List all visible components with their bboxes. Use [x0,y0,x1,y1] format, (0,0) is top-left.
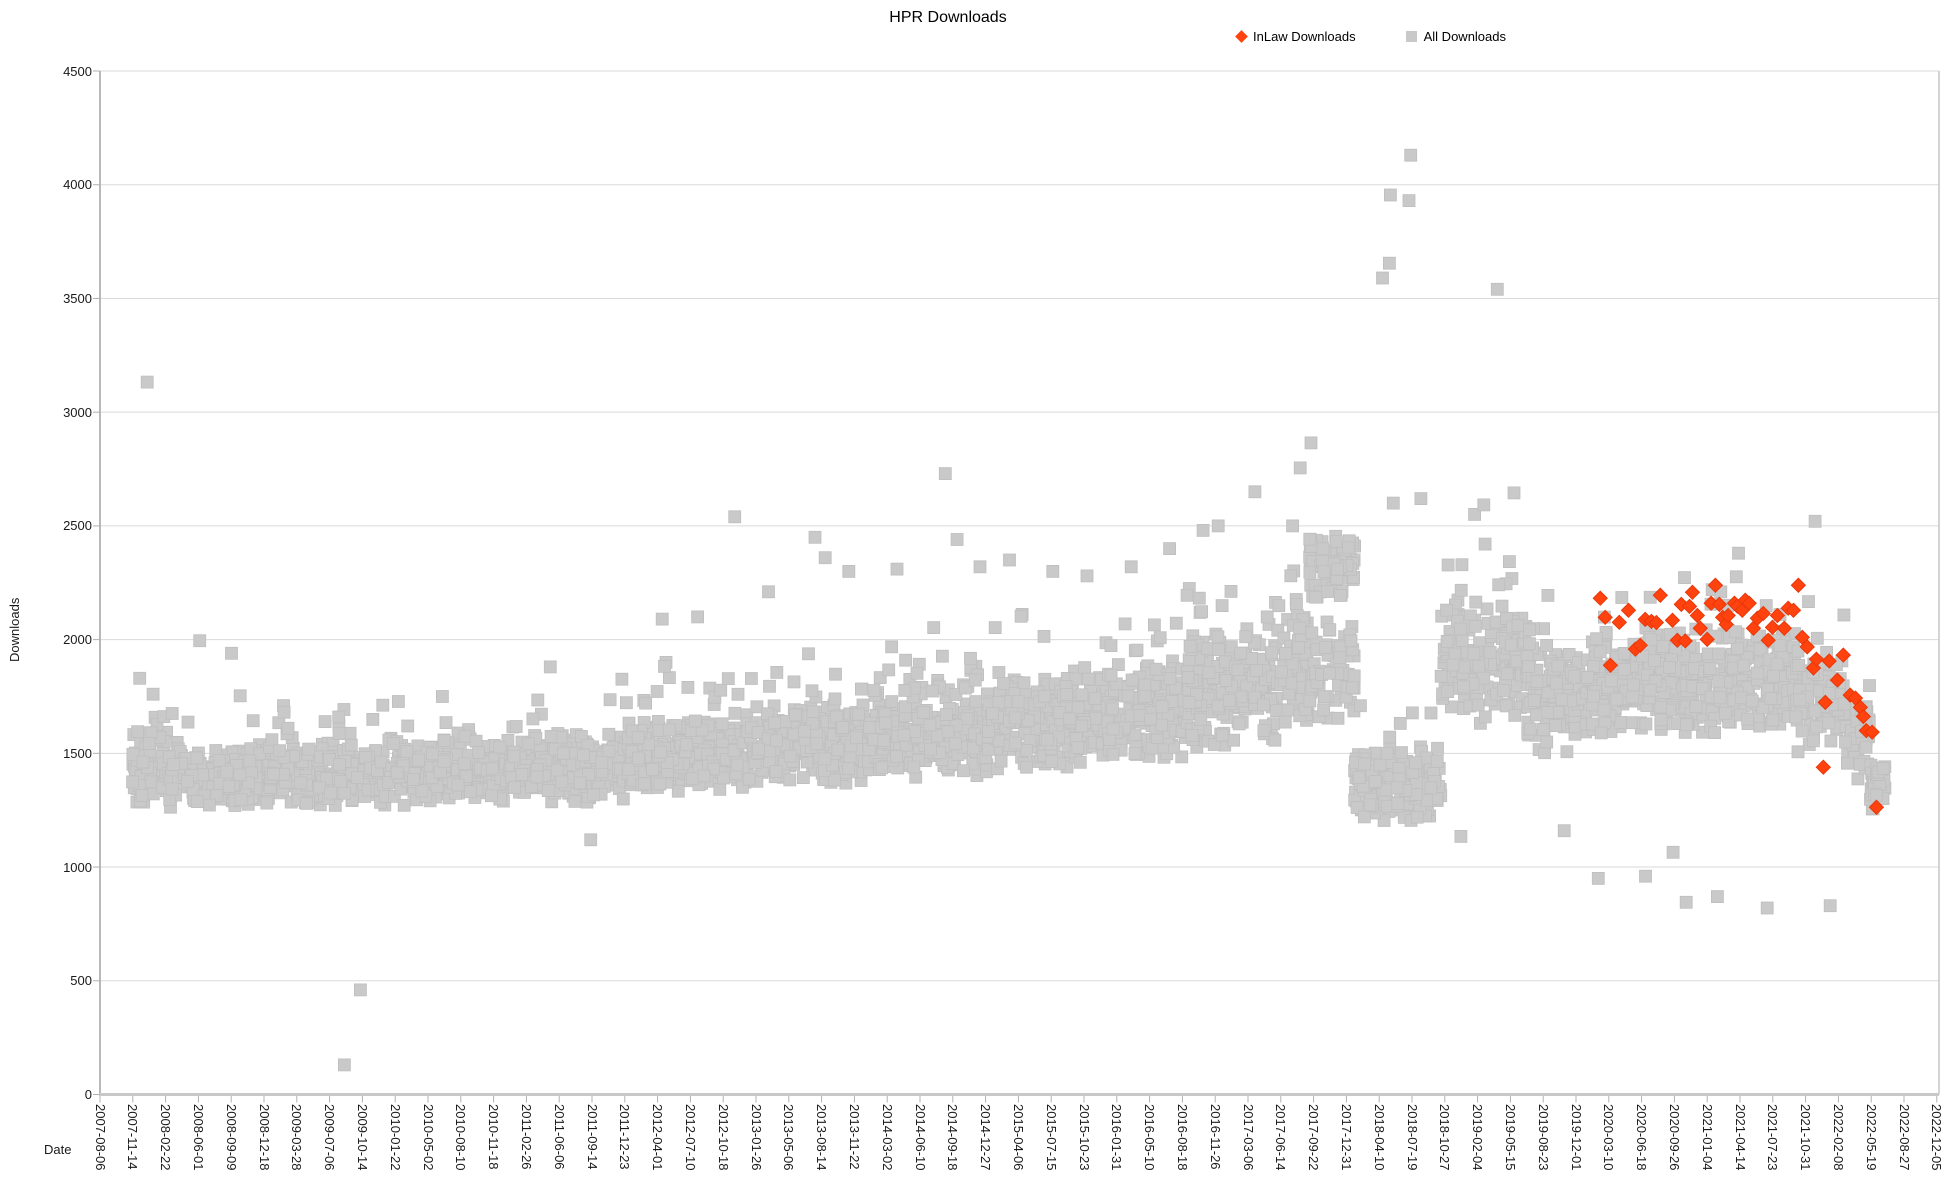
x-tick-label: 2011-06-06 [551,1103,567,1170]
x-tick-label: 2014-09-18 [945,1103,961,1171]
x-tick-label: 2014-06-10 [912,1103,928,1171]
x-tick-label: 2013-01-26 [748,1103,764,1171]
y-tick-label: 1500 [63,745,92,761]
x-axis-title: Date [44,1142,72,1157]
x-tick-label: 2007-08-06 [92,1103,108,1171]
x-tick-label: 2018-07-19 [1404,1103,1420,1171]
x-tick-label: 2018-04-10 [1371,1103,1387,1171]
x-tick-label: 2015-10-23 [1076,1103,1092,1171]
x-tick-label: 2014-03-02 [879,1103,895,1171]
x-tick-label: 2017-12-31 [1338,1103,1354,1171]
x-tick-label: 2016-01-31 [1109,1103,1125,1171]
y-tick-label: 0 [84,1087,92,1102]
x-tick-label: 2016-11-26 [1207,1103,1223,1170]
x-tick-label: 2014-12-27 [978,1103,994,1171]
x-tick-label: 2010-08-10 [453,1103,469,1171]
legend-item-all: All Downloads [1405,29,1506,44]
x-tick-label: 2011-09-14 [584,1103,600,1170]
y-tick-label: 3500 [63,290,92,306]
x-tick-label: 2022-08-27 [1896,1103,1912,1171]
x-tick-label: 2022-02-08 [1830,1103,1846,1171]
x-tick-label: 2017-03-06 [1240,1103,1256,1171]
x-tick-label: 2010-11-18 [486,1103,502,1170]
y-tick-label: 2000 [63,632,92,648]
square-marker-icon [1405,31,1417,42]
x-tick-label: 2010-05-02 [420,1103,436,1171]
x-tick-label: 2022-12-05 [1929,1103,1945,1171]
y-tick-label: 4000 [63,177,92,193]
x-tick-label: 2015-04-06 [1010,1103,1026,1171]
chart-legend: InLaw Downloads All Downloads [1235,29,1506,44]
x-tick-label: 2019-12-01 [1568,1103,1584,1171]
legend-item-inlaw: InLaw Downloads [1235,29,1356,44]
x-tick-label: 2020-09-26 [1666,1103,1682,1171]
x-tick-label: 2015-07-15 [1043,1103,1059,1171]
x-tick-label: 2016-08-18 [1174,1103,1190,1171]
x-tick-label: 2021-10-31 [1798,1103,1814,1171]
x-tick-label: 2020-03-10 [1601,1103,1617,1171]
x-tick-label: 2013-05-06 [781,1103,797,1171]
x-tick-label: 2011-12-23 [617,1103,633,1170]
x-tick-label: 2009-07-06 [322,1103,338,1171]
x-tick-label: 2016-05-10 [1142,1103,1158,1171]
y-tick-label: 4500 [63,63,92,79]
x-tick-label: 2009-03-28 [289,1103,305,1171]
x-tick-label: 2022-05-19 [1863,1103,1879,1171]
x-tick-label: 2009-10-14 [354,1103,370,1171]
x-tick-label: 2013-08-14 [814,1103,830,1171]
x-tick-label: 2008-09-09 [223,1103,239,1171]
x-tick-label: 2007-11-14 [125,1103,141,1170]
x-tick-label: 2020-06-18 [1634,1103,1650,1171]
x-tick-label: 2012-07-10 [682,1103,698,1171]
x-tick-label: 2013-11-22 [846,1103,862,1170]
x-tick-label: 2008-06-01 [190,1103,206,1171]
legend-label-all: All Downloads [1423,29,1506,44]
x-tick-label: 2011-02-26 [518,1103,534,1170]
x-tick-label: 2017-09-22 [1306,1103,1322,1171]
x-tick-label: 2012-04-01 [650,1103,666,1171]
y-axis-title: Downloads [7,597,22,662]
y-tick-label: 2500 [63,518,92,534]
x-tick-label: 2019-05-15 [1502,1103,1518,1171]
x-tick-label: 2021-04-14 [1732,1103,1748,1171]
legend-label-inlaw: InLaw Downloads [1253,29,1356,44]
x-tick-label: 2021-01-04 [1699,1103,1715,1171]
chart-title: HPR Downloads [889,9,1007,26]
x-tick-label: 2012-10-18 [715,1103,731,1171]
y-tick-label: 3000 [63,404,92,420]
x-tick-label: 2008-02-22 [158,1103,174,1171]
x-tick-label: 2008-12-18 [256,1103,272,1171]
axes [93,70,1940,1103]
x-tick-label: 2017-06-14 [1273,1103,1289,1171]
x-tick-label: 2019-08-23 [1535,1103,1551,1171]
series-inlaw-downloads [1592,577,1885,815]
x-tick-label: 2021-07-23 [1765,1103,1781,1171]
x-tick-label: 2019-02-04 [1470,1103,1486,1171]
x-tick-label: 2018-10-27 [1437,1103,1453,1171]
y-tick-label: 500 [70,973,92,989]
gridlines [100,70,1939,982]
series-all-downloads [126,148,1892,1072]
x-tick-label: 2010-01-22 [387,1103,403,1171]
y-tick-label: 1000 [63,859,92,875]
